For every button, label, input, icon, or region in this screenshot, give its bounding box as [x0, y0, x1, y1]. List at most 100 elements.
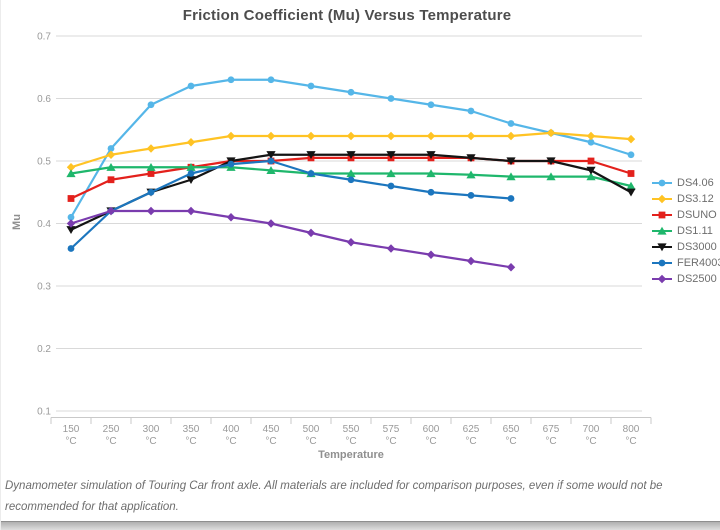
data-point [426, 151, 436, 159]
data-point [658, 179, 666, 187]
x-tick-label: 250 °C [103, 424, 120, 447]
data-point [587, 138, 595, 146]
data-point [426, 250, 436, 259]
data-point [466, 154, 476, 163]
data-point [626, 181, 636, 190]
data-point [657, 243, 667, 252]
data-point [306, 151, 316, 159]
x-tick-label: 400 °C [223, 424, 240, 447]
y-tick-label: 0.4 [37, 219, 51, 230]
data-point [306, 228, 316, 238]
data-point [386, 169, 396, 178]
data-point [427, 188, 435, 196]
data-point [186, 176, 196, 184]
legend-item-label: DS4.06 [677, 177, 714, 189]
data-point [386, 151, 396, 159]
data-point [186, 138, 196, 147]
data-point [187, 170, 195, 177]
data-point [346, 238, 356, 247]
data-point [67, 245, 75, 252]
legend-item-ds312[interactable]: DS3.12 [651, 191, 720, 207]
data-point [187, 82, 195, 90]
legend-item-ds2500[interactable]: DS2500 [651, 271, 720, 287]
data-point [466, 170, 476, 179]
data-point [387, 182, 395, 190]
data-point [67, 195, 75, 202]
legend: DS4.06 DS3.12 DSUNO DS1.11 DS3000 FER4003 DS25… [651, 175, 720, 287]
legend-item-ds111[interactable]: DS1.11 [651, 223, 720, 239]
x-tick-label: 450 °C [263, 424, 280, 447]
data-point [147, 170, 155, 177]
data-point [146, 144, 156, 153]
series-line [69, 159, 513, 250]
data-point [546, 172, 556, 181]
legend-marker-icon [652, 259, 672, 267]
legend-item-label: DS3000 [677, 241, 717, 253]
x-tick-label: 550 °C [343, 424, 360, 447]
legend-marker-icon [652, 211, 672, 219]
data-point [106, 206, 116, 216]
x-axis-title: Temperature [318, 449, 384, 461]
data-point [426, 169, 436, 178]
data-point [546, 157, 556, 166]
chart-panel: Friction Coefficient (Mu) Versus Tempera… [1, 0, 720, 468]
y-tick-label: 0.7 [37, 32, 51, 43]
data-point [386, 244, 396, 253]
legend-item-label: FER4003 [677, 257, 720, 269]
data-point [386, 131, 396, 141]
data-point [346, 151, 356, 159]
legend-item-dsuno[interactable]: DSUNO [651, 207, 720, 223]
legend-item-ds406[interactable]: DS4.06 [651, 175, 720, 191]
data-point [506, 131, 516, 141]
x-tick-label: 625 °C [463, 424, 480, 447]
legend-marker-icon [652, 243, 672, 252]
bottom-divider-bar [1, 521, 720, 530]
x-tick-label: 650 °C [503, 424, 520, 447]
data-point [66, 169, 76, 178]
x-tick-label: 500 °C [303, 424, 320, 447]
data-point [587, 157, 595, 165]
data-point [106, 150, 116, 159]
data-point [507, 120, 515, 127]
data-point [466, 131, 476, 141]
legend-marker-icon [652, 194, 672, 204]
series-DS1.11 [66, 163, 636, 190]
chart-canvas: 0.1 0.2 0.3 0.4 0.5 0.6 0.7 150 °C 250 °C 300 °C 350 °… [37, 32, 652, 447]
data-point [347, 88, 355, 96]
legend-marker-icon [652, 274, 672, 284]
data-point [266, 166, 276, 174]
data-point [147, 101, 155, 109]
data-point [266, 151, 276, 159]
data-point [106, 163, 116, 171]
x-tick-label: 350 °C [183, 424, 200, 447]
x-tick-label: 800 °C [623, 424, 640, 447]
legend-item-fer4003[interactable]: FER4003 [651, 255, 720, 271]
data-point [347, 176, 355, 184]
y-axis-title: Mu [11, 214, 23, 230]
y-tick-label: 0.5 [37, 157, 51, 168]
data-point [586, 131, 596, 141]
data-point [506, 172, 516, 181]
data-point [146, 163, 156, 171]
data-point [387, 95, 395, 102]
y-tick-label: 0.2 [37, 344, 51, 355]
chart-title: Friction Coefficient (Mu) Versus Tempera… [182, 7, 512, 24]
data-point [66, 226, 76, 234]
data-point [146, 206, 156, 216]
data-point [307, 170, 315, 177]
data-point [657, 194, 667, 204]
data-point [346, 169, 356, 178]
data-point [107, 145, 115, 152]
data-point [506, 157, 516, 166]
data-point [507, 195, 515, 202]
data-point [658, 259, 666, 267]
data-point [267, 157, 275, 165]
legend-item-ds3000[interactable]: DS3000 [651, 239, 720, 255]
data-point [657, 274, 667, 284]
series-DS3.12 [66, 128, 636, 172]
legend-item-label: DS1.11 [677, 225, 713, 237]
data-point [627, 151, 635, 159]
data-point [626, 134, 636, 144]
data-point [426, 131, 436, 141]
